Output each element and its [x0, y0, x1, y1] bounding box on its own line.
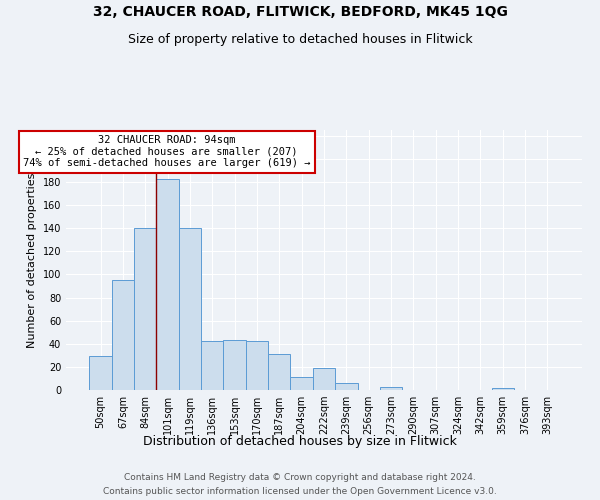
Bar [134, 228, 157, 390]
Bar [223, 340, 246, 390]
Text: Size of property relative to detached houses in Flitwick: Size of property relative to detached ho… [128, 32, 472, 46]
Text: 32, CHAUCER ROAD, FLITWICK, BEDFORD, MK45 1QG: 32, CHAUCER ROAD, FLITWICK, BEDFORD, MK4… [92, 5, 508, 19]
Bar [491, 388, 514, 390]
Bar [112, 280, 134, 390]
Text: Contains public sector information licensed under the Open Government Licence v3: Contains public sector information licen… [103, 488, 497, 496]
Bar [268, 354, 290, 390]
Bar [290, 378, 313, 390]
Bar [201, 342, 223, 390]
Text: Contains HM Land Registry data © Crown copyright and database right 2024.: Contains HM Land Registry data © Crown c… [124, 472, 476, 482]
Text: Distribution of detached houses by size in Flitwick: Distribution of detached houses by size … [143, 435, 457, 448]
Bar [179, 228, 201, 390]
Bar [380, 386, 402, 390]
Bar [246, 342, 268, 390]
Bar [313, 368, 335, 390]
Y-axis label: Number of detached properties: Number of detached properties [27, 172, 37, 348]
Bar [335, 383, 358, 390]
Text: 32 CHAUCER ROAD: 94sqm
← 25% of detached houses are smaller (207)
74% of semi-de: 32 CHAUCER ROAD: 94sqm ← 25% of detached… [23, 135, 310, 168]
Bar [89, 356, 112, 390]
Bar [157, 178, 179, 390]
